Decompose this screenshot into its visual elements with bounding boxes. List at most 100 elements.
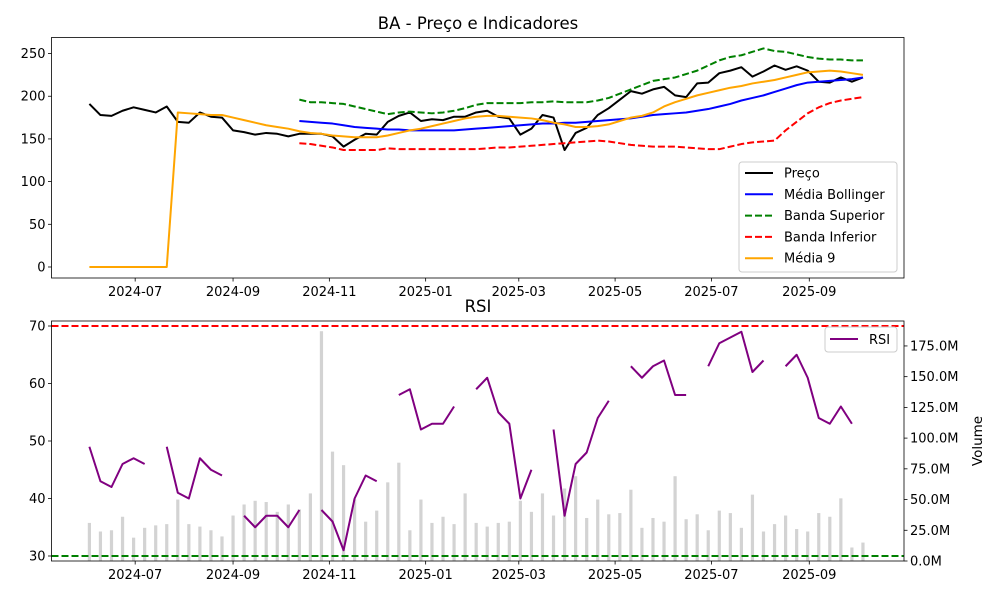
volume-bar [850,547,854,561]
y-tick-label: 200 [21,90,46,105]
volume-bar [574,476,578,561]
volume-bar [684,519,688,561]
x-tick-label: 2024-07 [108,285,162,300]
volume-bar [253,500,257,561]
volume-bar [485,526,489,561]
volume-bar [87,522,91,561]
volume-bar [839,498,843,561]
volume-bar [220,536,224,561]
legend-label: Média 9 [784,252,835,267]
volume-bar [198,526,202,561]
volume-bar [452,524,456,561]
x-tick-label: 2025-07 [684,285,738,300]
series-line-banda-inferior [299,96,864,152]
volume-bar [507,521,511,561]
y-tick-label: 30 [29,549,46,564]
rsi-line [243,509,301,529]
rsi-line [320,474,378,552]
volume-bar [640,527,644,561]
rsi-line [552,400,610,517]
volume-bar [861,542,865,561]
rsi-line [398,388,455,431]
volume-bar [529,511,534,561]
price-axes: 0 50 100 150 200 250 2024-07 2024-09 2024-11 2025… [21,37,905,300]
volume-bar [761,531,766,561]
y-tick-label: 60 [29,377,46,392]
volume-bar [540,493,545,561]
volume-bar [419,499,423,561]
volume-tick-label: 25.0M [910,524,950,539]
y-tick-label: 150 [21,132,46,147]
volume-bar [673,476,677,561]
volume-tick-label: 125.0M [910,401,958,416]
rsi-line [475,376,533,500]
x-tick-label: 2024-09 [206,568,260,583]
x-tick-label: 2025-05 [588,568,642,583]
volume-bar [264,502,268,561]
volume-bar [98,531,103,561]
rsi-line [784,353,853,425]
legend-label: Banda Superior [784,209,885,224]
x-tick-label: 2024-11 [302,285,356,300]
axes-frame [51,37,905,279]
x-tick-label: 2025-07 [684,568,738,583]
rsi-line [707,330,765,374]
volume-bar [408,530,412,561]
volume-tick-label: 75.0M [910,462,950,477]
x-tick-label: 2024-11 [302,568,356,583]
top-chart-title: BA - Preço e Indicadores [378,14,578,33]
y-tick-label: 0 [37,260,45,275]
volume-bar [286,504,290,561]
series-line-banda-superior [299,47,863,116]
legend-label: Preço [784,167,820,182]
volume-tick-label: 0.0M [910,555,942,570]
volume-bar [728,513,732,561]
y-tick-label: 50 [29,218,46,233]
volume-tick-label: 100.0M [910,432,958,447]
rsi-line [88,446,146,488]
y-tick-label: 40 [29,492,46,507]
volume-bar [817,513,821,561]
x-tick-label: 2025-01 [398,568,452,583]
volume-bar [828,516,832,561]
x-tick-label: 2025-09 [782,285,836,300]
volume-bar [353,499,357,561]
volume-bar [618,513,622,561]
volume-bar [386,482,390,561]
volume-bar [662,521,666,561]
y-tick-label: 70 [29,320,46,335]
volume-bar [109,530,114,561]
series-line-m-dia-9 [89,69,864,268]
volume-bar [143,527,147,561]
volume-bar [474,522,478,561]
volume-bar [430,522,434,561]
y-tick-label: 250 [21,47,46,62]
volume-bar [518,500,522,561]
x-tick-label: 2024-09 [206,285,260,300]
volume-bar [165,524,169,561]
volume-bar [120,516,125,561]
volume-tick-label: 50.0M [910,493,950,508]
volume-bar [375,510,379,561]
volume-bar [242,504,246,561]
y-tick-label: 50 [29,435,46,450]
legend-box [738,161,898,273]
volume-bar [607,514,611,561]
volume-bar [154,525,158,561]
legend-label: RSI [869,333,890,348]
volume-axis-label: Volume [970,416,986,466]
volume-bar [397,462,401,561]
x-tick-label: 2025-05 [588,285,642,300]
volume-bar [496,522,500,561]
legend: Preço Média Bollinger Banda Superior Banda … [738,161,898,273]
volume-bar [308,493,313,561]
volume-bar [750,494,755,561]
volume-bar [783,515,788,561]
rsi-chart-title: RSI [465,297,492,316]
rsi-axes: 30 40 50 60 70 0.0M 25.0M 50.0M 75.0M 100.0M 125.0… [29,320,958,583]
volume-bar [695,514,699,561]
volume-bar [364,521,368,561]
x-tick-label: 2025-03 [492,568,546,583]
x-tick-label: 2025-01 [398,285,452,300]
